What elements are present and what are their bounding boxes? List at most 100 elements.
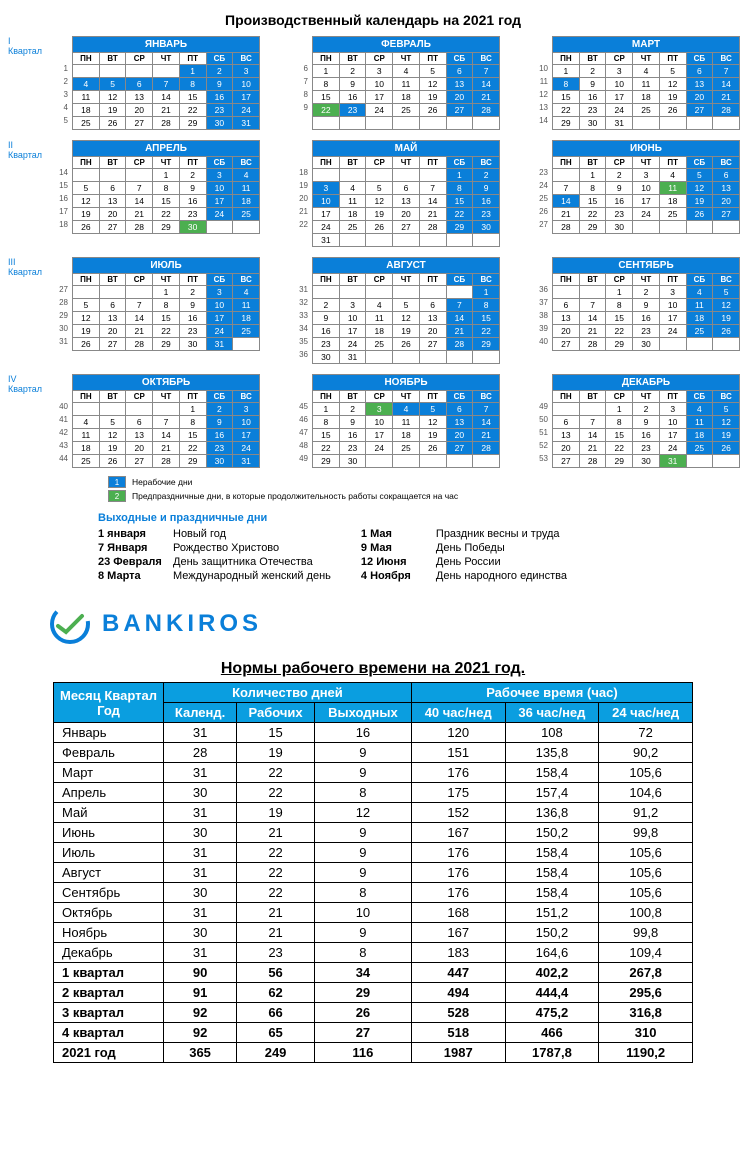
norms-cell: 164,6 [505,943,599,963]
day-cell: 3 [206,169,233,182]
dow-header: СБ [206,274,233,286]
day-cell: 29 [606,338,633,351]
day-cell [313,286,340,299]
norms-cell: 2021 год [54,1043,164,1063]
day-cell [446,117,473,130]
day-cell: 6 [553,299,580,312]
day-cell [659,117,686,130]
month-name: ИЮНЬ [553,141,740,157]
day-cell: 19 [713,312,740,325]
day-cell: 24 [339,338,366,351]
day-cell: 5 [686,169,713,182]
norms-cell: 22 [237,843,315,863]
dow-header: СР [126,157,153,169]
day-cell: 25 [686,325,713,338]
norms-cell: 116 [314,1043,411,1063]
day-cell: 5 [659,65,686,78]
norms-cell: 167 [411,823,505,843]
day-cell: 20 [126,104,153,117]
holiday-date: 1 Мая [361,528,436,540]
day-cell: 5 [99,78,126,91]
dow-header: СР [366,157,393,169]
day-cell: 31 [339,351,366,364]
dow-header: СР [126,53,153,65]
day-cell: 28 [553,221,580,234]
day-cell: 29 [579,221,606,234]
day-cell: 12 [686,182,713,195]
day-cell: 19 [419,91,446,104]
norms-cell: 175 [411,783,505,803]
holiday-date: 7 Января [98,542,173,554]
day-cell: 8 [179,78,206,91]
dow-header: ПН [313,391,340,403]
legend-swatch-holiday: 1 [108,476,126,488]
day-cell: 8 [313,78,340,91]
day-cell: 1 [553,65,580,78]
day-cell [473,234,500,247]
day-cell: 22 [153,208,180,221]
norms-cell: Июнь [54,823,164,843]
day-cell: 15 [446,195,473,208]
day-cell [446,455,473,468]
calendar-grid: I Квартал12345ЯНВАРЬПНВТСРЧТПТСБВС123456… [8,36,738,468]
norms-cell: 12 [314,803,411,823]
day-cell: 17 [633,195,660,208]
norms-cell: 105,6 [599,883,693,903]
day-cell: 4 [233,286,260,299]
dow-header: ПТ [419,274,446,286]
norms-cell: 120 [411,723,505,743]
dow-header: ЧТ [633,157,660,169]
day-cell: 4 [73,416,100,429]
day-cell: 14 [419,195,446,208]
month-table: МАРТПНВТСРЧТПТСБВС1234567891011121314151… [552,36,740,130]
day-cell: 17 [206,312,233,325]
month-name: СЕНТЯБРЬ [553,258,740,274]
day-cell: 8 [313,416,340,429]
day-cell: 18 [233,312,260,325]
month-table: АПРЕЛЬПНВТСРЧТПТСБВС12345678910111213141… [72,140,260,234]
day-cell: 8 [553,78,580,91]
dow-header: ВС [473,391,500,403]
norms-row: Май311912152136,891,2 [54,803,693,823]
day-cell: 31 [233,455,260,468]
day-cell [73,65,100,78]
day-cell: 29 [179,117,206,130]
day-cell: 17 [339,325,366,338]
day-cell: 16 [633,429,660,442]
norms-cell: 99,8 [599,923,693,943]
norms-cell: 31 [164,763,237,783]
day-cell: 12 [713,299,740,312]
week-numbers: 1011121314 [530,36,548,127]
dow-header: ПТ [659,53,686,65]
dow-header: ПТ [179,157,206,169]
day-cell: 3 [233,403,260,416]
day-cell [233,338,260,351]
day-cell: 11 [393,416,420,429]
dow-header: ПН [313,274,340,286]
norms-sub-36: 36 час/нед [505,703,599,723]
day-cell [686,117,713,130]
dow-header: СБ [446,274,473,286]
day-cell: 6 [686,65,713,78]
holidays-title: Выходные и праздничные дни [98,512,738,524]
day-cell: 13 [446,416,473,429]
day-cell: 2 [633,403,660,416]
day-cell: 16 [579,91,606,104]
day-cell: 5 [713,403,740,416]
norms-row: Март31229176158,4105,6 [54,763,693,783]
day-cell: 21 [419,208,446,221]
day-cell: 24 [633,208,660,221]
day-cell: 22 [313,104,340,117]
day-cell: 7 [579,416,606,429]
dow-header: ВТ [579,157,606,169]
day-cell [126,169,153,182]
dow-header: ПН [73,274,100,286]
day-cell [713,338,740,351]
dow-header: ЧТ [633,391,660,403]
norms-row: Февраль28199151135,890,2 [54,743,693,763]
holiday-row: 7 ЯнваряРождество Христово [98,542,331,554]
day-cell: 22 [179,442,206,455]
dow-header: ПТ [419,391,446,403]
day-cell: 20 [446,429,473,442]
dow-header: ПТ [419,53,446,65]
